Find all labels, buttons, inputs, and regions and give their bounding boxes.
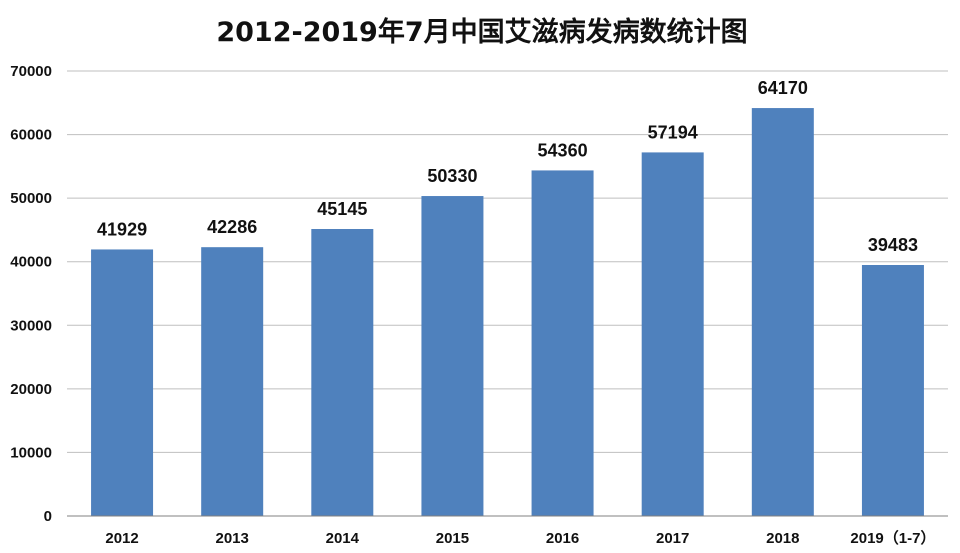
bar bbox=[201, 247, 264, 516]
y-tick-label: 70000 bbox=[10, 63, 52, 80]
data-label: 41929 bbox=[97, 219, 147, 239]
bar bbox=[641, 152, 704, 516]
y-tick-label: 40000 bbox=[10, 254, 52, 271]
x-axis-ticks: 2012 2013 2014 2015 2016 2017 2018 2019（1-7） bbox=[105, 529, 935, 547]
y-tick-label: 30000 bbox=[10, 317, 52, 334]
data-label: 64170 bbox=[758, 78, 808, 98]
data-label: 50330 bbox=[427, 166, 477, 186]
x-tick-label: 2019（1-7） bbox=[850, 529, 935, 547]
chart-title: 2012-2019年7月中国艾滋病发病数统计图 bbox=[216, 16, 747, 48]
bar bbox=[861, 265, 924, 516]
y-tick-label: 60000 bbox=[10, 127, 52, 144]
data-label: 57194 bbox=[648, 122, 698, 142]
data-label: 45145 bbox=[317, 199, 367, 219]
gridlines bbox=[67, 70, 948, 453]
x-tick-label: 2012 bbox=[105, 530, 138, 547]
x-tick-label: 2013 bbox=[216, 530, 249, 547]
bar bbox=[91, 249, 154, 516]
x-tick-label: 2014 bbox=[326, 530, 360, 547]
data-label: 54360 bbox=[538, 140, 588, 160]
y-tick-label: 50000 bbox=[10, 190, 52, 207]
x-tick-label: 2018 bbox=[766, 530, 799, 547]
y-tick-label: 0 bbox=[44, 508, 52, 525]
y-tick-label: 20000 bbox=[10, 381, 52, 398]
bar bbox=[751, 108, 814, 517]
bar bbox=[421, 196, 484, 517]
bar bbox=[311, 229, 374, 517]
data-label: 39483 bbox=[868, 235, 918, 255]
x-tick-label: 2016 bbox=[546, 530, 579, 547]
bars bbox=[91, 108, 924, 517]
bar bbox=[531, 170, 594, 516]
x-tick-label: 2015 bbox=[436, 530, 469, 547]
x-tick-label: 2017 bbox=[656, 530, 689, 547]
data-label: 42286 bbox=[207, 217, 257, 237]
data-labels: 41929 42286 45145 50330 54360 57194 64170 39483 bbox=[97, 78, 918, 255]
y-tick-label: 10000 bbox=[10, 444, 52, 461]
y-axis-ticks: 0 10000 20000 30000 40000 50000 60000 70000 bbox=[10, 63, 52, 525]
